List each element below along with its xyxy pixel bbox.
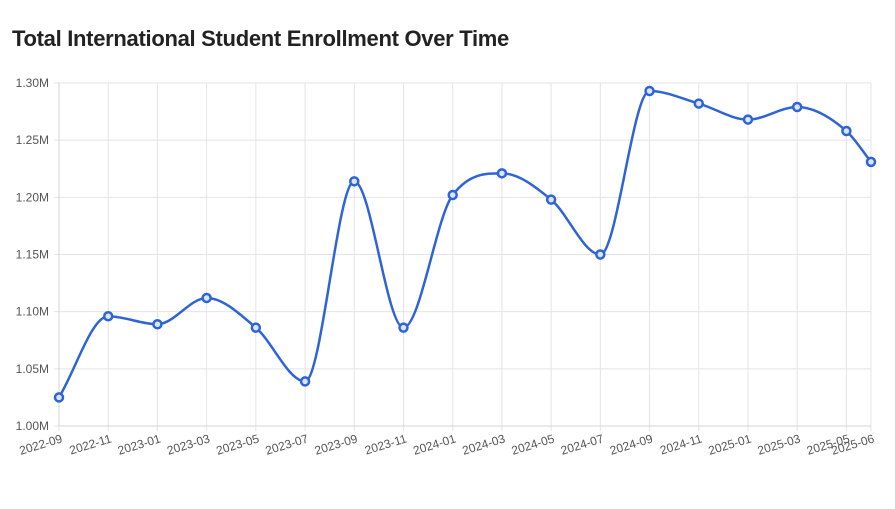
x-tick-label: 2025-03 bbox=[756, 431, 803, 457]
data-point[interactable] bbox=[447, 189, 458, 201]
x-tick-label: 2023-01 bbox=[116, 431, 163, 457]
series-line bbox=[57, 89, 872, 399]
x-tick-label: 2023-11 bbox=[363, 431, 409, 457]
data-point[interactable] bbox=[250, 322, 262, 333]
data-point[interactable] bbox=[742, 114, 754, 125]
data-point[interactable] bbox=[299, 376, 311, 387]
y-tick-label: 1.25M bbox=[16, 133, 49, 147]
data-point[interactable] bbox=[102, 310, 114, 322]
x-tick-label: 2023-09 bbox=[313, 431, 360, 457]
x-tick-label: 2023-05 bbox=[215, 431, 262, 457]
x-tick-label: 2024-09 bbox=[608, 431, 655, 457]
data-point[interactable] bbox=[349, 176, 360, 187]
data-points bbox=[53, 85, 877, 403]
data-point[interactable] bbox=[152, 318, 163, 330]
grid bbox=[54, 82, 872, 431]
series-enrollment bbox=[57, 89, 872, 399]
data-point[interactable] bbox=[496, 168, 508, 179]
y-tick-label: 1.00M bbox=[16, 419, 49, 433]
data-point[interactable] bbox=[693, 98, 705, 109]
y-tick-label: 1.05M bbox=[16, 362, 49, 376]
data-point[interactable] bbox=[201, 292, 212, 304]
x-tick-label: 2022-09 bbox=[18, 431, 65, 457]
x-tick-label: 2024-11 bbox=[658, 431, 704, 457]
data-point[interactable] bbox=[644, 85, 655, 97]
x-tick-label: 2023-07 bbox=[264, 431, 311, 457]
y-tick-label: 1.30M bbox=[16, 76, 49, 90]
x-tick-label: 2025-01 bbox=[707, 431, 754, 457]
x-tick-label: 2022-11 bbox=[68, 431, 114, 457]
x-tick-label: 2024-01 bbox=[411, 431, 458, 457]
data-point[interactable] bbox=[545, 194, 557, 205]
data-point[interactable] bbox=[53, 392, 65, 403]
data-point[interactable] bbox=[595, 249, 606, 260]
y-tick-label: 1.15M bbox=[16, 248, 49, 262]
x-tick-label: 2024-07 bbox=[559, 431, 606, 457]
axes: 1.00M 1.05M 1.10M 1.15M 1.20M 1.25M 1.30M 2022-… bbox=[16, 76, 877, 458]
data-point[interactable] bbox=[841, 125, 852, 137]
data-point[interactable] bbox=[398, 322, 409, 333]
x-tick-label: 2024-05 bbox=[510, 431, 557, 457]
data-point[interactable] bbox=[865, 156, 877, 168]
data-point[interactable] bbox=[791, 101, 803, 113]
chart-title: Total International Student Enrollment O… bbox=[12, 26, 509, 51]
x-tick-label: 2023-03 bbox=[165, 431, 212, 457]
y-tick-label: 1.10M bbox=[16, 305, 49, 319]
x-tick-label: 2024-03 bbox=[461, 431, 508, 457]
y-tick-label: 1.20M bbox=[16, 190, 49, 204]
